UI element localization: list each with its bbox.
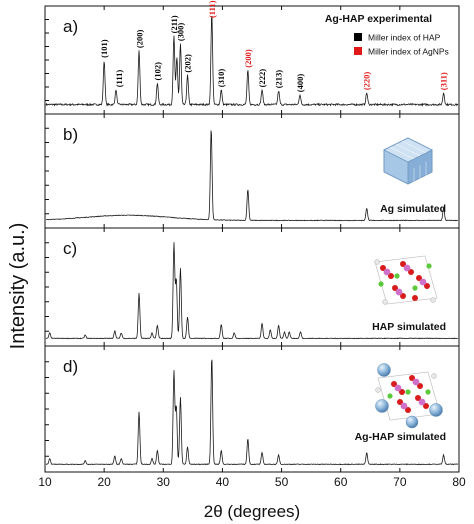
miller-index-label: (102) xyxy=(152,62,162,81)
miller-index-label: (211) xyxy=(169,15,179,33)
series-label: Ag simulated xyxy=(380,203,446,215)
legend-swatch-hap xyxy=(354,33,362,41)
miller-index-label: (311) xyxy=(439,72,449,90)
legend: Ag-HAP experimental Miller index of HAP … xyxy=(325,13,449,57)
miller-index-label: (400) xyxy=(295,74,305,93)
x-tick-label: 40 xyxy=(216,475,230,489)
miller-index-label: (213) xyxy=(274,70,284,89)
panel-frame xyxy=(44,345,460,473)
legend-title: Ag-HAP experimental xyxy=(325,13,432,25)
x-tick-label: 30 xyxy=(157,475,171,489)
miller-index-label: (111) xyxy=(114,70,124,88)
x-axis-label: 2θ (degrees) xyxy=(204,502,300,521)
miller-index-label: (111) xyxy=(207,0,217,18)
xrd-trace xyxy=(45,130,459,222)
x-tick-label: 20 xyxy=(97,475,111,489)
panels: a) (101) (111) (200) (102) (211)(300) (202) (11… xyxy=(44,0,460,473)
miller-index-label: (101) xyxy=(99,39,109,58)
xrd-trace xyxy=(45,359,459,466)
xrd-trace xyxy=(45,242,459,340)
miller-index-label: (200) xyxy=(243,49,253,68)
miller-index-label: (220) xyxy=(362,72,372,91)
legend-swatch-agnps xyxy=(354,47,362,55)
x-tick-labels: 10 20 30 40 50 60 70 80 xyxy=(38,475,466,489)
x-tick-label: 50 xyxy=(275,475,289,489)
x-tick-label: 10 xyxy=(38,475,52,489)
x-tick-label: 80 xyxy=(452,475,466,489)
y-axis-label: Intensity (a.u.) xyxy=(7,223,29,350)
miller-index-label: (222) xyxy=(257,69,267,88)
panel-label: a) xyxy=(63,17,78,36)
miller-index-label: (202) xyxy=(183,54,193,73)
series-label: Ag-HAP simulated xyxy=(355,431,446,443)
legend-label-agnps: Miller index of AgNPs xyxy=(368,47,449,57)
legend-label-hap: Miller index of HAP xyxy=(368,33,441,43)
series-label: HAP simulated xyxy=(372,321,446,333)
x-tick-label: 60 xyxy=(334,475,348,489)
miller-index-label: (310) xyxy=(216,69,226,88)
panel-label: d) xyxy=(63,357,78,376)
miller-index-label: (300) xyxy=(175,23,185,42)
panel-label: c) xyxy=(63,239,77,258)
x-tick-label: 70 xyxy=(393,475,407,489)
ag-nanocrystal-image xyxy=(383,137,433,185)
panel-4: d) Ag-HAP simulated xyxy=(44,345,460,473)
miller-index-label: (200) xyxy=(135,29,145,48)
hap-structure-image xyxy=(374,255,438,305)
ag-hap-structure-image xyxy=(375,363,443,429)
panel-label: b) xyxy=(63,125,78,144)
xrd-trace xyxy=(45,15,459,107)
